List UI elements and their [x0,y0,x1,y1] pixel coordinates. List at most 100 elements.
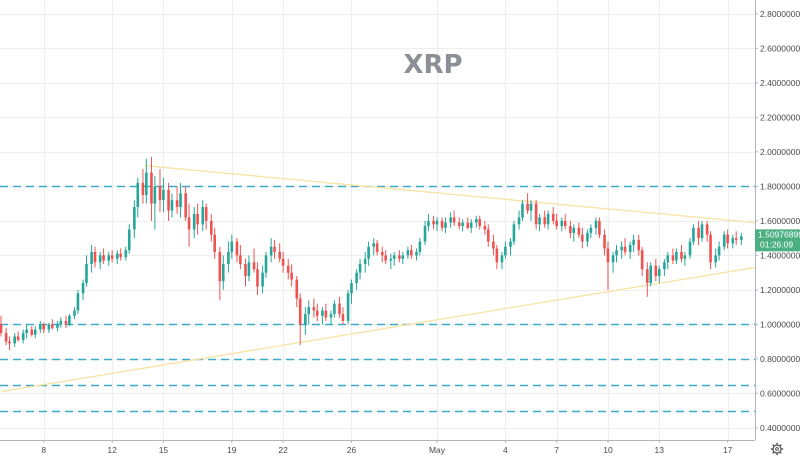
last-price-tag: 1.50976899 01:26:09 [755,229,800,252]
candle-body [666,255,670,263]
candle-body [594,220,598,228]
candle [731,234,735,249]
candle-body [569,226,572,233]
candle-body [179,193,182,208]
candle [705,220,709,242]
candle [355,269,358,290]
candle [657,265,661,283]
candle-body [538,217,541,225]
candles [0,157,743,351]
candle-body [529,203,533,211]
candle [606,241,610,290]
candle [517,210,521,230]
candle-body [444,222,447,228]
candle [56,320,59,332]
gear-icon[interactable] [770,442,784,456]
candle [649,262,653,287]
candle [486,224,490,247]
candle-body [286,265,290,273]
candle-body [13,336,16,344]
candle-body [333,303,336,315]
candle-body [133,207,136,230]
candle [162,177,165,213]
candle [338,296,341,318]
candle-body [611,255,615,263]
candle [298,293,302,346]
x-tick-label: 15 [159,445,169,455]
candle-body [563,220,567,227]
candle [615,245,618,263]
candle-body [740,236,743,240]
candle-body [204,207,208,221]
candle [59,317,63,328]
candle [321,307,324,325]
candle-body [312,307,316,311]
candle-body [734,238,738,240]
candle-body [410,250,413,256]
candle [594,217,598,235]
candle [273,239,276,259]
candle [136,177,140,218]
candle-body [281,258,285,266]
candle [76,289,80,315]
candle [526,193,529,214]
candle [341,307,345,325]
y-tick-label: 2.80000000 [760,9,800,19]
candle-body [264,255,268,273]
candle-body [90,251,93,264]
candle [333,300,336,318]
candle-body [504,246,507,256]
candle-body [700,224,704,239]
candle-body [640,250,644,270]
candle [620,241,623,259]
candle-body [73,310,76,316]
candle-body [560,220,564,227]
candle [158,169,162,213]
candle-body [102,255,105,261]
candle [598,217,601,239]
candle-body [76,293,80,311]
candle-body [620,246,623,251]
candle [432,215,435,230]
candle-body [418,241,422,252]
candle-body [475,219,478,223]
x-tick-label: 12 [107,445,117,455]
candle [218,246,222,301]
candle [221,255,225,290]
candle [346,289,350,325]
candle-body [0,324,3,334]
candle [495,245,499,270]
candle-body [384,255,387,261]
candle-body [355,272,358,283]
candle-body [598,220,601,235]
candle [449,212,452,228]
candle-body [25,329,28,334]
candle-body [59,320,63,325]
candle-body [324,310,328,318]
candle-body [230,241,234,252]
candle [632,234,635,252]
candle [512,220,516,246]
candle-body [16,336,20,340]
candle [415,248,418,261]
candle-body [39,324,42,330]
x-tick-label: 17 [723,445,733,455]
candle [312,298,316,318]
x-tick-label: 22 [278,445,288,455]
candle-body [486,229,490,242]
candle [671,248,675,264]
candle [252,248,256,273]
candle [68,314,71,327]
candle-body [221,264,225,282]
candle [478,215,482,230]
candle-body [201,207,205,225]
candle [546,210,550,230]
candle [692,224,695,246]
candle [666,251,670,270]
trendline [0,266,756,393]
candle [264,251,268,278]
candle-body [290,272,293,280]
